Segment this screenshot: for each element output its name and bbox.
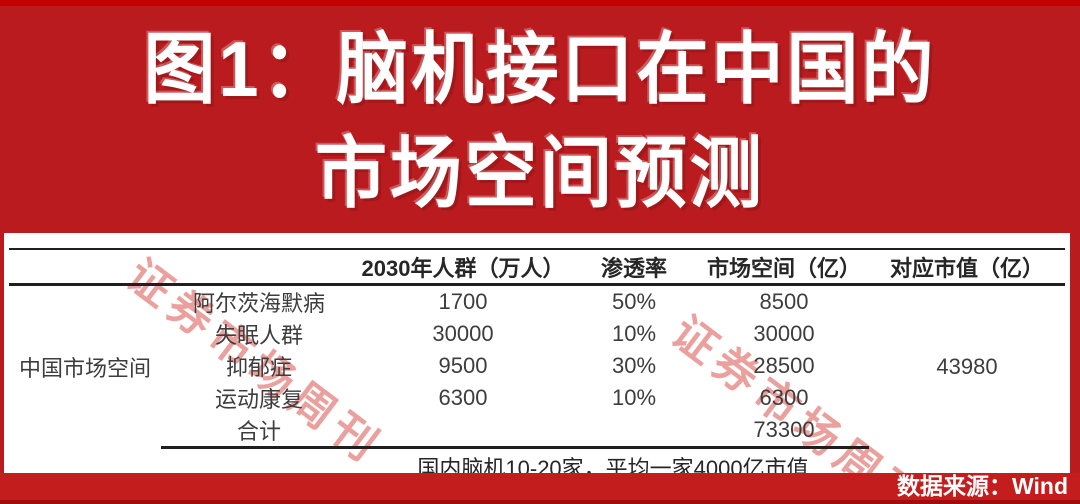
col-header-population: 2030年人群（万人） xyxy=(357,248,569,286)
category-cell: 抑郁症 xyxy=(225,355,292,380)
table-row: 运动康复 6300 10% 6300 xyxy=(9,382,1065,414)
col-header-group xyxy=(9,248,161,286)
table-total-row: 合计 73300 xyxy=(9,414,1065,449)
market-space-cell: 28500 xyxy=(753,353,815,378)
table-header-row: 2030年人群（万人） 渗透率 市场空间（亿） 对应市值（亿） xyxy=(9,248,1065,286)
category-cell: 阿尔茨海默病 xyxy=(192,291,325,316)
category-cell: 运动康复 xyxy=(214,387,303,412)
figure-title-line2: 市场空间预测 xyxy=(314,130,765,218)
total-label-cell: 合计 xyxy=(161,414,357,449)
market-space-cell: 6300 xyxy=(759,385,809,410)
penetration-cell: 10% xyxy=(611,321,657,346)
total-population-cell xyxy=(357,414,569,449)
table-row: 抑郁症 9500 30% 28500 xyxy=(9,350,1065,382)
population-cell: 1700 xyxy=(438,289,488,314)
market-space-cell: 8500 xyxy=(759,289,809,314)
table-area: 证券市场周刊 证券市场周刊 2030年人群（万人） 渗透率 市场空间（亿） 对应… xyxy=(0,233,1080,504)
penetration-cell: 50% xyxy=(611,289,657,314)
table-row: 中国市场空间 阿尔茨海默病 1700 50% 8500 43980 xyxy=(9,285,1065,381)
market-forecast-table: 2030年人群（万人） 渗透率 市场空间（亿） 对应市值（亿） 中国市场空间 阿… xyxy=(9,248,1065,484)
category-cell: 失眠人群 xyxy=(214,323,303,348)
population-cell: 9500 xyxy=(438,353,488,378)
market-space-cell: 30000 xyxy=(753,321,815,346)
penetration-cell: 10% xyxy=(611,385,657,410)
figure-title-line1: 图1：脑机接口在中国的 xyxy=(143,26,937,114)
total-penetration-cell xyxy=(569,414,699,449)
col-header-market-cap: 对应市值（亿） xyxy=(869,248,1065,286)
col-header-penetration: 渗透率 xyxy=(569,248,699,286)
title-banner: 图1：脑机接口在中国的 市场空间预测 xyxy=(0,0,1080,233)
group-label-cell: 中国市场空间 xyxy=(18,355,151,381)
source-bar: 数据来源：Wind xyxy=(0,473,1080,504)
data-source-label: 数据来源：Wind xyxy=(897,473,1068,499)
table-row: 失眠人群 30000 10% 30000 xyxy=(9,318,1065,350)
col-header-market-space: 市场空间（亿） xyxy=(699,248,869,286)
total-market-space-cell: 73300 xyxy=(699,414,869,449)
population-cell: 6300 xyxy=(438,385,488,410)
penetration-cell: 30% xyxy=(611,353,657,378)
population-cell: 30000 xyxy=(432,321,494,346)
col-header-category xyxy=(161,248,357,286)
market-cap-cell: 43980 xyxy=(936,353,998,379)
